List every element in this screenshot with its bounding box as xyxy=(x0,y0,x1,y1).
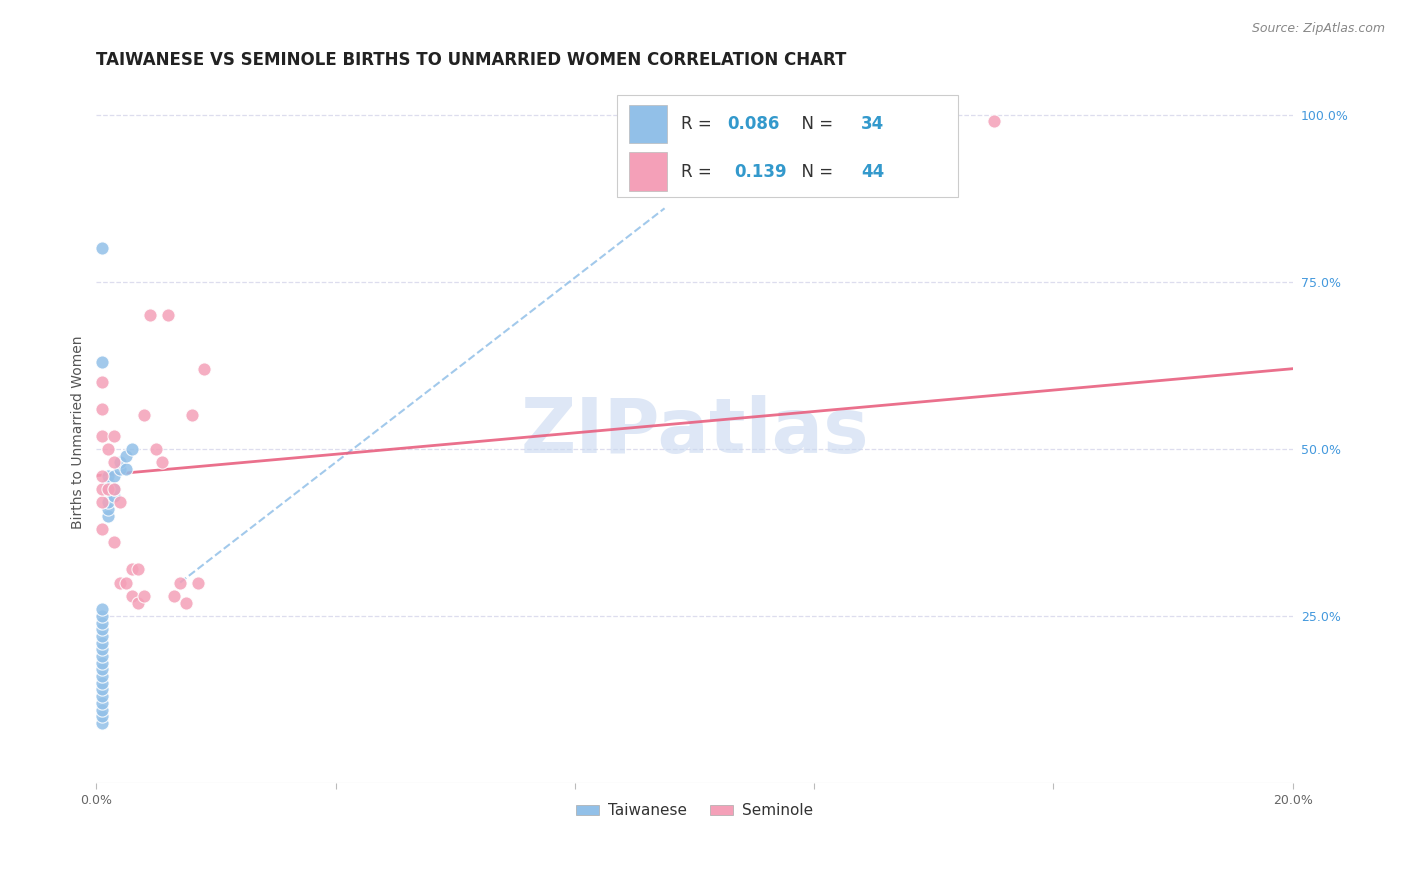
FancyBboxPatch shape xyxy=(628,104,666,143)
Point xyxy=(121,562,143,576)
Y-axis label: Births to Unmarried Women: Births to Unmarried Women xyxy=(72,335,86,529)
Point xyxy=(713,114,735,128)
Point xyxy=(97,495,120,509)
Point xyxy=(127,562,149,576)
Point xyxy=(103,489,125,503)
Point xyxy=(773,114,796,128)
Point xyxy=(742,114,765,128)
Point xyxy=(91,482,114,496)
Text: 0.086: 0.086 xyxy=(727,115,779,133)
Point xyxy=(91,241,114,255)
Point xyxy=(91,696,114,710)
Point xyxy=(103,428,125,442)
Point xyxy=(893,114,915,128)
Point xyxy=(91,355,114,369)
Point xyxy=(103,482,125,496)
Point xyxy=(91,401,114,416)
Point xyxy=(97,442,120,456)
Point xyxy=(139,308,162,322)
Point xyxy=(91,709,114,723)
Point xyxy=(91,649,114,664)
Point xyxy=(134,589,156,603)
Point xyxy=(127,596,149,610)
Point xyxy=(97,468,120,483)
Text: 44: 44 xyxy=(860,162,884,181)
Text: Source: ZipAtlas.com: Source: ZipAtlas.com xyxy=(1251,22,1385,36)
Point xyxy=(103,482,125,496)
Point xyxy=(91,689,114,703)
Point xyxy=(91,602,114,616)
Point xyxy=(91,636,114,650)
Text: 34: 34 xyxy=(860,115,884,133)
Legend: Taiwanese, Seminole: Taiwanese, Seminole xyxy=(569,797,820,824)
Point xyxy=(683,114,706,128)
FancyBboxPatch shape xyxy=(628,153,666,191)
Point xyxy=(863,114,886,128)
Point xyxy=(983,114,1005,128)
Point xyxy=(115,449,138,463)
Text: ZIPatlas: ZIPatlas xyxy=(520,395,869,469)
Point xyxy=(97,482,120,496)
Point xyxy=(121,589,143,603)
Point xyxy=(97,475,120,490)
Point xyxy=(187,575,209,590)
Point xyxy=(91,629,114,643)
Point xyxy=(157,308,180,322)
Text: N =: N = xyxy=(792,115,839,133)
Point xyxy=(832,114,855,128)
Point xyxy=(91,615,114,630)
Point xyxy=(169,575,191,590)
Point xyxy=(91,702,114,716)
Point xyxy=(91,669,114,683)
Point xyxy=(91,609,114,624)
Point xyxy=(163,589,186,603)
Point xyxy=(103,468,125,483)
Text: 0.139: 0.139 xyxy=(734,162,786,181)
Text: R =: R = xyxy=(682,162,723,181)
Point xyxy=(91,682,114,697)
Point xyxy=(110,462,132,476)
Point xyxy=(103,535,125,549)
Point xyxy=(103,455,125,469)
Point xyxy=(91,468,114,483)
Point xyxy=(97,482,120,496)
Point xyxy=(110,575,132,590)
Point xyxy=(91,375,114,389)
Point xyxy=(91,623,114,637)
Point xyxy=(110,455,132,469)
Point xyxy=(121,442,143,456)
Point xyxy=(91,522,114,536)
Point xyxy=(91,428,114,442)
Point xyxy=(97,502,120,516)
Text: TAIWANESE VS SEMINOLE BIRTHS TO UNMARRIED WOMEN CORRELATION CHART: TAIWANESE VS SEMINOLE BIRTHS TO UNMARRIE… xyxy=(97,51,846,69)
Point xyxy=(145,442,167,456)
Point xyxy=(922,114,945,128)
FancyBboxPatch shape xyxy=(617,95,957,197)
Text: N =: N = xyxy=(792,162,839,181)
Point xyxy=(134,409,156,423)
Point xyxy=(115,462,138,476)
Point xyxy=(193,361,215,376)
Point xyxy=(91,642,114,657)
Point xyxy=(181,409,204,423)
Point xyxy=(110,495,132,509)
Point xyxy=(91,675,114,690)
Point xyxy=(91,662,114,676)
Point xyxy=(91,495,114,509)
Point xyxy=(150,455,173,469)
Point xyxy=(115,575,138,590)
Text: R =: R = xyxy=(682,115,717,133)
Point xyxy=(742,114,765,128)
Point xyxy=(91,656,114,670)
Point xyxy=(773,114,796,128)
Point xyxy=(174,596,197,610)
Point xyxy=(803,114,825,128)
Point xyxy=(97,508,120,523)
Point xyxy=(91,715,114,730)
